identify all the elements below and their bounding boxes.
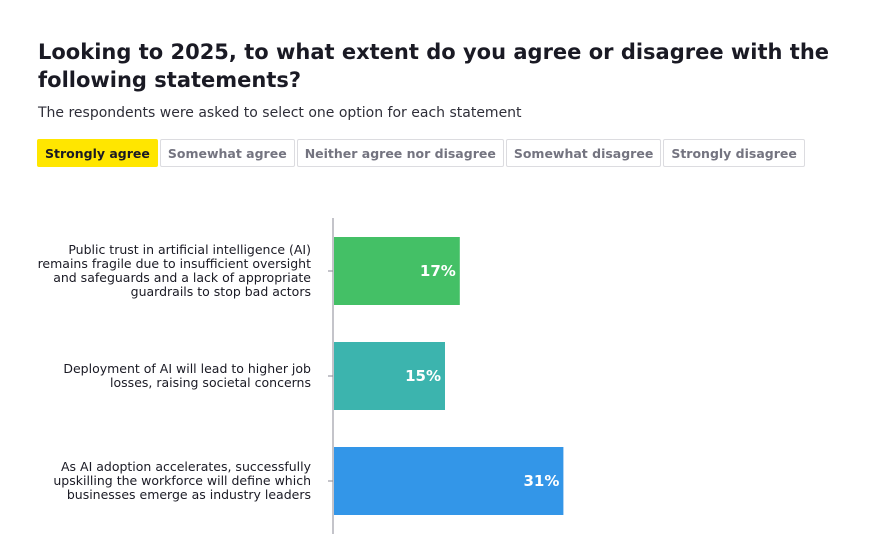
category-label: Public trust in artificial intelligence … xyxy=(38,242,312,299)
response-tabs: Strongly agree Somewhat agree Neither ag… xyxy=(37,139,805,167)
bar[interactable] xyxy=(334,237,460,305)
bar-value-label: 15% xyxy=(405,367,441,385)
bar[interactable] xyxy=(334,447,564,515)
bar-value-label: 17% xyxy=(420,262,456,280)
tab-somewhat-agree[interactable]: Somewhat agree xyxy=(159,139,295,167)
tab-somewhat-disagree[interactable]: Somewhat disagree xyxy=(505,139,662,167)
tab-strongly-disagree[interactable]: Strongly disagree xyxy=(663,139,805,167)
category-label: As AI adoption accelerates, successfully… xyxy=(53,459,311,502)
tab-neither-agree-nor-disagree[interactable]: Neither agree nor disagree xyxy=(296,139,504,167)
bar[interactable] xyxy=(334,342,445,410)
category-label: Deployment of AI will lead to higher job… xyxy=(63,361,311,390)
tab-strongly-agree[interactable]: Strongly agree xyxy=(37,139,158,167)
chart-title: Looking to 2025, to what extent do you a… xyxy=(38,40,830,92)
bar-value-label: 31% xyxy=(523,472,559,490)
chart-subtitle: The respondents were asked to select one… xyxy=(38,105,522,121)
